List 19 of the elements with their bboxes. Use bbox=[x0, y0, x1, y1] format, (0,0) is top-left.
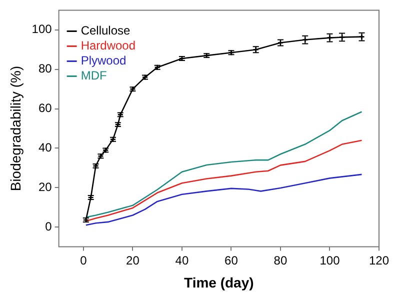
legend-label: Hardwood bbox=[80, 38, 136, 53]
legend-label: Plywood bbox=[80, 54, 126, 68]
y-tick-label: 60 bbox=[38, 101, 52, 116]
y-tick-label: 40 bbox=[38, 140, 52, 155]
x-tick-label: 40 bbox=[175, 253, 189, 268]
y-tick-label: 0 bbox=[45, 219, 52, 234]
x-tick-label: 0 bbox=[80, 253, 88, 268]
x-tick-label: 100 bbox=[320, 253, 340, 268]
x-tick-label: 20 bbox=[126, 253, 140, 268]
legend-label: MDF bbox=[80, 68, 107, 83]
y-tick-label: 100 bbox=[32, 22, 52, 36]
x-tick-label: 60 bbox=[224, 253, 238, 268]
x-tick-label: 120 bbox=[368, 253, 390, 268]
x-tick-label: 80 bbox=[274, 253, 288, 268]
legend-label: Cellulose bbox=[80, 24, 131, 38]
x-axis-title: Time (day) bbox=[184, 274, 254, 290]
y-tick-label: 80 bbox=[38, 62, 52, 76]
y-axis-title: Biodegradability (%) bbox=[7, 66, 24, 192]
y-tick-label: 20 bbox=[38, 180, 52, 194]
